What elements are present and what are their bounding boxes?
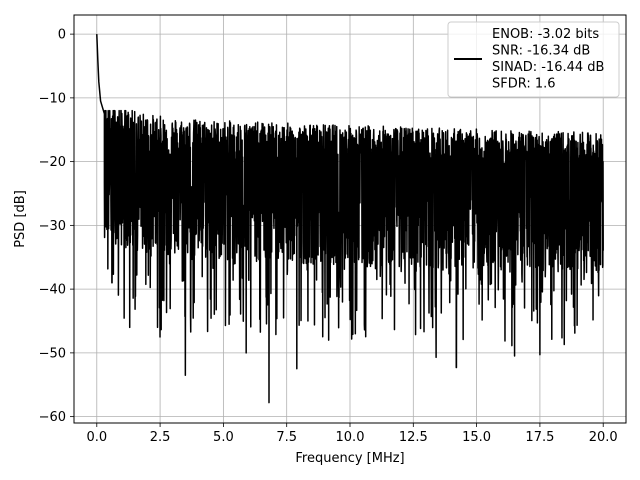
x-tick-label: 0.0 <box>86 430 107 445</box>
legend-sfdr-text: SFDR: 1.6 <box>492 77 556 92</box>
y-axis-label: PSD [dB] <box>13 190 28 248</box>
legend-snr-text: SNR: -16.34 dB <box>492 44 590 59</box>
y-tick-label: −40 <box>39 283 66 298</box>
y-tick-label: −60 <box>39 410 66 425</box>
x-tick-label: 2.5 <box>150 430 171 445</box>
y-tick-label: −30 <box>39 219 66 234</box>
y-tick-label: −10 <box>39 91 66 106</box>
x-axis-label: Frequency [MHz] <box>295 451 404 466</box>
psd-series-line <box>96 34 604 404</box>
y-tick-label: 0 <box>58 28 66 43</box>
x-tick-label: 17.5 <box>525 430 554 445</box>
legend-enob-text: ENOB: -3.02 bits <box>492 27 599 42</box>
legend-sinad-text: SINAD: -16.44 dB <box>492 60 604 75</box>
x-tick-label: 7.5 <box>276 430 297 445</box>
y-tick-label: −20 <box>39 155 66 170</box>
y-tick-label: −50 <box>39 346 66 361</box>
legend-box <box>447 21 620 98</box>
x-tick-label: 15.0 <box>462 430 491 445</box>
x-tick-label: 10.0 <box>336 430 365 445</box>
x-tick-label: 20.0 <box>589 430 618 445</box>
ticks-layer: 0.0 2.5 5.0 7.5 10.0 12.5 15.0 17.5 20.0 0 −10 −20 −… <box>39 28 618 445</box>
data-layer <box>96 34 604 404</box>
x-tick-label: 12.5 <box>399 430 428 445</box>
x-tick-label: 5.0 <box>213 430 234 445</box>
legend: ENOB: -3.02 bits SNR: -16.34 dB SINAD: -… <box>447 21 620 98</box>
